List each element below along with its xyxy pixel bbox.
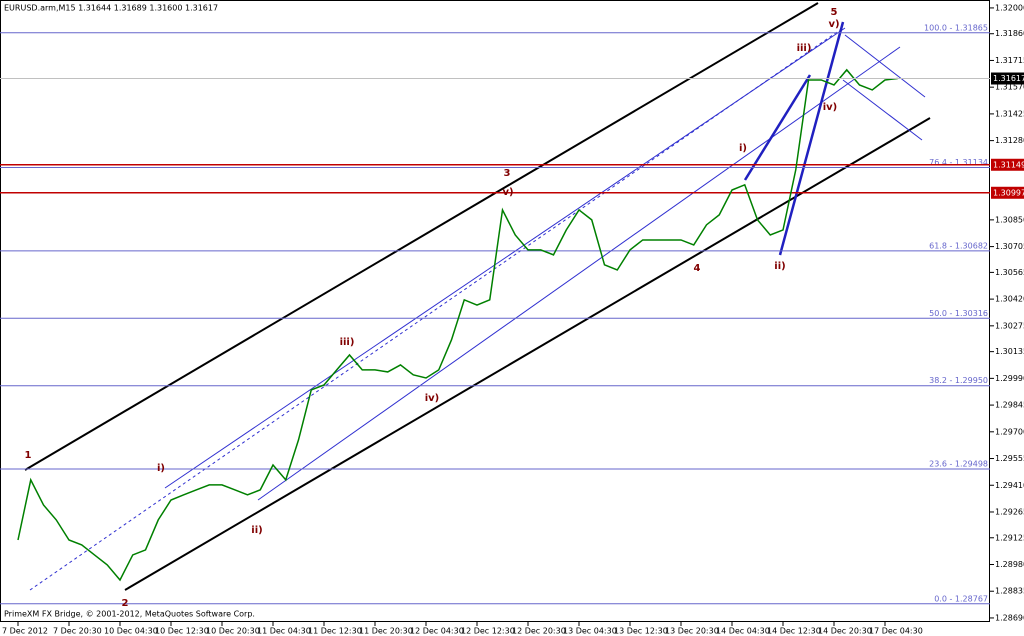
- x-tick-label: 11 Dec 04:30: [257, 627, 311, 636]
- x-tick-label: 11 Dec 20:30: [359, 627, 413, 636]
- y-tick-label: 1.29125: [995, 533, 1024, 542]
- y-tick-label: 1.30275: [995, 321, 1024, 330]
- x-tick-label: 12 Dec 20:30: [512, 627, 566, 636]
- x-tick-label: 7 Dec 20:30: [53, 627, 102, 636]
- fib-label: 76.4 - 1.31134: [929, 158, 988, 167]
- wave-label: 5: [831, 7, 838, 18]
- y-tick-label: 1.31280: [995, 136, 1024, 145]
- wave-label: 2: [122, 598, 129, 609]
- fib-label: 23.6 - 1.29498: [929, 460, 988, 469]
- wave-label: iv): [425, 393, 440, 404]
- x-tick-label: 14 Dec 04:30: [716, 627, 770, 636]
- y-tick-label: 1.29990: [995, 374, 1024, 383]
- wave-label: v): [828, 19, 839, 30]
- y-tick-label: 1.28690: [995, 613, 1024, 622]
- footer: PrimeXM FX Bridge, © 2001-2012, MetaQuot…: [4, 610, 255, 619]
- chart-title: EURUSD.arm,M15 1.31644 1.31689 1.31600 1…: [4, 4, 218, 13]
- wave-label: 4: [694, 263, 701, 274]
- y-tick-label: 1.29410: [995, 481, 1024, 490]
- x-tick-label: 13 Dec 04:30: [563, 627, 617, 636]
- y-tick-label: 1.30565: [995, 268, 1024, 277]
- x-tick-label: 13 Dec 12:30: [614, 627, 668, 636]
- wave-label: 3: [504, 168, 511, 179]
- y-tick-label: 1.30135: [995, 347, 1024, 356]
- wave-label: v): [502, 187, 513, 198]
- fib-label: 50.0 - 1.30316: [929, 309, 988, 318]
- y-tick-label: 1.28980: [995, 560, 1024, 569]
- level-label-bg: [991, 186, 1024, 199]
- wave-label: ii): [774, 261, 785, 272]
- wave-label: iii): [340, 337, 355, 348]
- x-tick-label: 14 Dec 20:30: [818, 627, 872, 636]
- x-tick-label: 10 Dec 20:30: [206, 627, 260, 636]
- x-tick-label: 17 Dec 04:30: [869, 627, 923, 636]
- fib-label: 0.0 - 1.28767: [934, 594, 988, 603]
- price-line: [17, 68, 898, 582]
- y-tick-label: 1.28835: [995, 587, 1024, 596]
- fib-label: 61.8 - 1.30682: [929, 241, 988, 250]
- wave-label: i): [157, 463, 165, 474]
- y-tick-label: 1.29555: [995, 454, 1024, 463]
- x-tick-label: 13 Dec 20:30: [665, 627, 719, 636]
- y-tick-label: 1.30420: [995, 295, 1024, 304]
- y-tick-label: 1.31715: [995, 56, 1024, 65]
- level-label: 1.30997: [993, 188, 1024, 197]
- level-label-bg: [991, 158, 1024, 171]
- wave-label: i): [739, 143, 747, 154]
- y-tick-label: 1.31570: [995, 83, 1024, 92]
- y-tick-label: 1.29700: [995, 427, 1024, 436]
- x-tick-label: 10 Dec 04:30: [104, 627, 158, 636]
- y-tick-label: 1.29845: [995, 401, 1024, 410]
- fib-label: 38.2 - 1.29950: [929, 376, 988, 385]
- wave-label: iv): [823, 102, 838, 113]
- wave-label: ii): [251, 525, 262, 536]
- last-price-bg: [991, 72, 1024, 85]
- x-tick-label: 12 Dec 12:30: [461, 627, 515, 636]
- y-tick-label: 1.30850: [995, 215, 1024, 224]
- plot-frame: [0, 0, 990, 622]
- y-tick-label: 1.32000: [995, 3, 1024, 12]
- y-tick-label: 1.31425: [995, 109, 1024, 118]
- x-tick-label: 7 Dec 2012: [2, 627, 48, 636]
- x-tick-label: 11 Dec 12:30: [308, 627, 362, 636]
- fib-label: 100.0 - 1.31865: [924, 23, 988, 32]
- level-label: 1.31149: [993, 160, 1024, 169]
- x-tick-label: 14 Dec 12:30: [767, 627, 821, 636]
- y-tick-label: 1.30705: [995, 242, 1024, 251]
- y-tick-label: 1.31860: [995, 29, 1024, 38]
- wave-label: iii): [797, 43, 812, 54]
- y-tick-label: 1.29265: [995, 507, 1024, 516]
- channels: [24, 2, 931, 591]
- x-tick-label: 10 Dec 12:30: [155, 627, 209, 636]
- last-price-label: 1.31617: [993, 74, 1024, 83]
- wave-label: 1: [25, 450, 32, 461]
- x-tick-label: 12 Dec 04:30: [410, 627, 464, 636]
